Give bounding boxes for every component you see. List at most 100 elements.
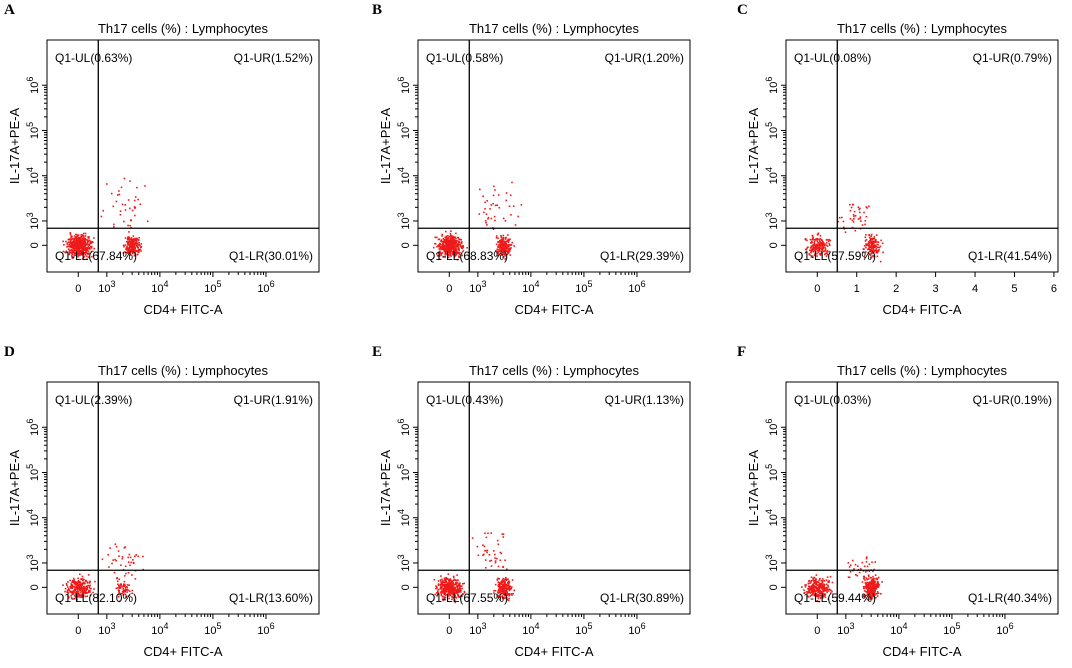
scatter-point	[441, 252, 444, 254]
scatter-point	[128, 251, 131, 253]
scatter-point	[450, 245, 452, 248]
scatter-point	[127, 243, 129, 246]
scatter-point	[808, 253, 810, 255]
scatter-point	[870, 237, 872, 240]
scatter-point	[131, 209, 134, 212]
scatter-point	[73, 241, 75, 244]
scatter-point	[128, 236, 131, 239]
scatter-point	[504, 597, 507, 599]
scatter-point	[823, 580, 826, 582]
scatter-point	[500, 252, 503, 255]
scatter-point	[76, 237, 78, 240]
scatter-point	[828, 581, 830, 583]
scatter-point	[457, 245, 459, 247]
scatter-point	[504, 258, 506, 260]
scatter-point	[77, 249, 79, 252]
scatter-point	[453, 587, 456, 589]
scatter-point	[73, 591, 75, 593]
scatter-point	[502, 234, 505, 237]
scatter-point	[499, 593, 501, 596]
quadrant-label-ur: Q1-UR(1.20%)	[605, 51, 684, 65]
scatter-point	[872, 585, 874, 588]
scatter-point	[870, 588, 873, 590]
scatter-point	[447, 238, 450, 240]
scatter-point	[868, 253, 870, 255]
scatter-point	[73, 249, 75, 251]
scatter-point	[453, 255, 456, 258]
scatter-point	[837, 220, 840, 223]
scatter-point	[125, 595, 128, 598]
scatter-point	[820, 250, 823, 253]
scatter-point	[866, 248, 869, 251]
scatter-point	[138, 236, 140, 239]
scatter-point	[866, 598, 869, 601]
scatter-point	[462, 245, 465, 247]
scatter-point	[76, 590, 79, 592]
scatter-point	[870, 250, 872, 253]
scatter-point	[133, 244, 136, 246]
scatter-point	[498, 248, 500, 251]
scatter-point	[509, 238, 511, 241]
scatter-point	[84, 582, 86, 585]
scatter-point	[819, 591, 822, 594]
scatter-point	[450, 588, 453, 590]
scatter-point	[134, 238, 137, 241]
scatter-point	[824, 593, 826, 595]
scatter-point	[873, 577, 875, 580]
scatter-point	[828, 579, 830, 582]
scatter-point	[875, 234, 878, 236]
scatter-point	[865, 561, 868, 563]
scatter-point	[810, 251, 812, 254]
scatter-point	[508, 582, 510, 584]
scatter-point	[77, 590, 80, 593]
scatter-point	[488, 554, 491, 556]
scatter-point	[67, 591, 70, 594]
y-tick-label: 104	[764, 167, 780, 184]
y-tick-label: 105	[764, 122, 780, 139]
scatter-point	[68, 588, 70, 590]
scatter-point	[67, 597, 70, 599]
scatter-point	[451, 596, 453, 598]
scatter-point	[72, 592, 74, 594]
scatter-point	[449, 582, 452, 585]
scatter-point	[498, 250, 500, 253]
scatter-point	[447, 582, 449, 584]
scatter-point	[506, 598, 509, 601]
quadrant-label-ll: Q1-LL(57.59%)	[794, 249, 876, 263]
scatter-point	[80, 234, 82, 236]
scatter-point	[444, 587, 446, 589]
scatter-point	[499, 587, 502, 590]
scatter-point	[93, 247, 95, 250]
scatter-point	[817, 244, 819, 246]
scatter-point	[817, 597, 820, 600]
scatter-point	[853, 568, 855, 570]
scatter-point	[77, 254, 79, 256]
scatter-point	[68, 253, 71, 256]
scatter-point	[137, 251, 140, 253]
scatter-point	[805, 251, 808, 253]
scatter-point	[140, 246, 143, 248]
scatter-point	[825, 579, 828, 581]
scatter-point	[461, 254, 463, 257]
scatter-point	[867, 591, 869, 594]
scatter-point	[437, 590, 439, 592]
scatter-point	[81, 248, 84, 250]
scatter-point	[812, 577, 814, 580]
scatter-point	[867, 599, 870, 602]
scatter-point	[126, 251, 128, 254]
scatter-point	[815, 239, 818, 241]
scatter-point	[64, 590, 66, 593]
scatter-point	[497, 241, 499, 243]
scatter-point	[69, 579, 71, 582]
scatter-point	[108, 566, 110, 568]
scatter-point	[868, 246, 870, 249]
scatter-point	[80, 242, 83, 245]
y-tick-label: 0	[29, 584, 41, 590]
scatter-point	[127, 572, 130, 574]
scatter-point	[865, 557, 868, 560]
scatter-point	[818, 594, 820, 597]
scatter-point	[871, 242, 873, 245]
scatter-point	[826, 250, 828, 253]
scatter-point	[817, 250, 819, 252]
